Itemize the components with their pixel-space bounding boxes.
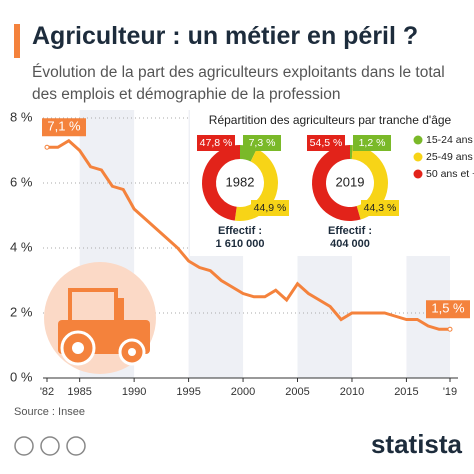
x-tick-label: 1985: [67, 386, 91, 398]
x-tick-label: 1990: [122, 386, 146, 398]
donut-segment: [202, 145, 240, 221]
value-label-box: [197, 135, 235, 151]
end-point: [44, 144, 50, 150]
value-label: 44,9 %: [254, 202, 287, 214]
legend-swatch: [413, 135, 423, 145]
x-tick-label: 2015: [394, 386, 418, 398]
x-tick-label: 1995: [176, 386, 200, 398]
inset-title: Répartition des agriculteurs par tranche…: [209, 113, 452, 127]
legend-label: 50 ans et +: [426, 168, 474, 180]
x-tick-label: 2005: [285, 386, 309, 398]
total-value: 404 000: [330, 238, 370, 250]
chart-title: Agriculteur : un métier en péril ?: [32, 22, 419, 50]
y-tick-label: 4 %: [10, 239, 33, 254]
line-series: [47, 138, 450, 331]
value-label-box: [42, 118, 86, 137]
license-icons: [14, 436, 86, 456]
donut-charts: Répartition des agriculteurs par tranche…: [197, 113, 474, 250]
y-tick-label: 6 %: [10, 174, 33, 189]
value-label: 47,8 %: [200, 137, 233, 149]
end-point: [447, 326, 453, 332]
value-label: 54,5 %: [310, 137, 343, 149]
chart-subtitle: Évolution de la part des agriculteurs ex…: [32, 64, 445, 103]
x-tick-label: '82: [40, 386, 54, 398]
total-caption: Effectif :: [328, 225, 372, 237]
title-accent: [14, 24, 20, 58]
legend-label: 25-49 ans: [426, 151, 473, 163]
value-label: 7,1 %: [47, 119, 81, 134]
brand-logo: statista: [371, 429, 463, 459]
total-caption: Effectif :: [218, 225, 262, 237]
donut-center-label: 2019: [336, 174, 365, 189]
source: Source : Insee: [14, 406, 85, 418]
inset-panel: [190, 106, 472, 256]
value-label: 44,3 %: [364, 202, 397, 214]
x-tick-label: '19: [443, 386, 457, 398]
x-tick-label: 2010: [340, 386, 364, 398]
line-chart: 0 % 2 % 4 % 6 % 8 % '82 1985 1990 1995 2000 2005 20…: [10, 109, 470, 398]
y-tick-label: 8 %: [10, 109, 33, 124]
value-label-box: [243, 135, 281, 151]
donut-segment: [350, 145, 353, 160]
value-label-box: [353, 135, 391, 151]
donut-center-label: 1982: [226, 174, 255, 189]
legend-swatch: [413, 152, 423, 162]
y-tick-label: 2 %: [10, 304, 33, 319]
tractor-icon: [44, 262, 156, 374]
value-label-box: [307, 135, 345, 151]
value-label: 1,5 %: [431, 301, 465, 316]
y-tick-label: 0 %: [10, 369, 33, 384]
value-label: 7,3 %: [249, 137, 276, 149]
donut-segment: [312, 145, 361, 221]
x-tick-label: 2000: [231, 386, 255, 398]
value-label-box: [426, 300, 470, 319]
legend-swatch: [413, 169, 423, 179]
total-value: 1 610 000: [216, 238, 265, 250]
legend-label: 15-24 ans: [426, 134, 473, 146]
value-label: 1,2 %: [359, 137, 386, 149]
value-label-box: [251, 200, 289, 216]
value-label-box: [361, 200, 399, 216]
